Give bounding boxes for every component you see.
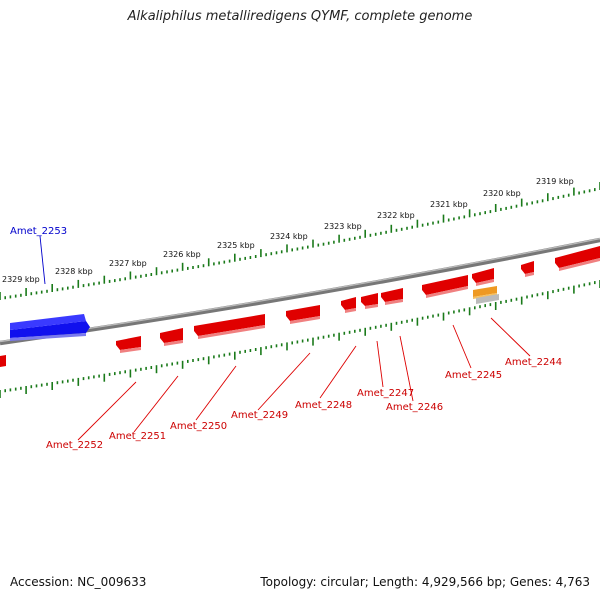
kbp-label: 2329 kbp — [2, 275, 40, 284]
gene-labels: Amet_2253 Amet_2252 Amet_2251 Amet_2250 … — [10, 226, 562, 451]
kbp-label: 2319 kbp — [536, 177, 574, 186]
gene-arrow-amet-2244[interactable] — [472, 268, 494, 286]
gene-arrow-amet-2251[interactable] — [160, 328, 183, 346]
kbp-label: 2328 kbp — [55, 267, 93, 276]
kbp-label: 2320 kbp — [483, 189, 521, 198]
gene-arrow-amet-2253[interactable] — [10, 314, 90, 341]
kbp-label: 2323 kbp — [324, 222, 362, 231]
gene-arrow-amet-2245[interactable] — [422, 275, 468, 298]
genome-backbone — [0, 237, 600, 346]
gene-arrow-right-2[interactable] — [555, 246, 600, 271]
outer-tick-track — [0, 182, 600, 300]
gene-arrow-left-edge[interactable] — [0, 355, 6, 367]
kbp-label: 2327 kbp — [109, 259, 147, 268]
gene-label-amet-2253[interactable]: Amet_2253 — [10, 226, 67, 237]
gene-arrow-amet-2252[interactable] — [116, 336, 141, 353]
kbp-label: 2324 kbp — [270, 232, 308, 241]
gene-label-amet-2244[interactable]: Amet_2244 — [505, 357, 562, 368]
gene-label-amet-2247[interactable]: Amet_2247 — [357, 388, 414, 399]
gene-label-amet-2246[interactable]: Amet_2246 — [386, 402, 443, 413]
kbp-labels: 2329 kbp 2328 kbp 2327 kbp 2326 kbp 2325… — [2, 177, 574, 284]
gene-arrow-amet-2249[interactable] — [286, 305, 320, 324]
gene-arrow-amet-2250[interactable] — [194, 314, 265, 339]
kbp-label: 2321 kbp — [430, 200, 468, 209]
gene-label-amet-2245[interactable]: Amet_2245 — [445, 370, 502, 381]
gene-label-amet-2252[interactable]: Amet_2252 — [46, 440, 103, 451]
gene-label-amet-2251[interactable]: Amet_2251 — [109, 431, 166, 442]
feature-gray[interactable] — [476, 294, 499, 304]
gene-arrow-right-1[interactable] — [521, 261, 534, 277]
inner-tick-track — [0, 280, 600, 398]
gene-label-amet-2250[interactable]: Amet_2250 — [170, 421, 227, 432]
kbp-label: 2326 kbp — [163, 250, 201, 259]
kbp-label: 2322 kbp — [377, 211, 415, 220]
gene-label-amet-2248[interactable]: Amet_2248 — [295, 400, 352, 411]
topology-text: Topology: circular; Length: 4,929,566 bp… — [260, 575, 590, 589]
kbp-label: 2325 kbp — [217, 241, 255, 250]
gene-label-amet-2249[interactable]: Amet_2249 — [231, 410, 288, 421]
gene-arrow-amet-2247[interactable] — [361, 293, 378, 309]
gene-arrow-amet-2246[interactable] — [381, 288, 403, 305]
leader-lines — [39, 235, 531, 441]
map-title: Alkaliphilus metalliredigens QYMF, compl… — [127, 9, 473, 24]
gene-arrow-amet-2248[interactable] — [341, 297, 356, 313]
accession-text: Accession: NC_009633 — [10, 575, 147, 589]
